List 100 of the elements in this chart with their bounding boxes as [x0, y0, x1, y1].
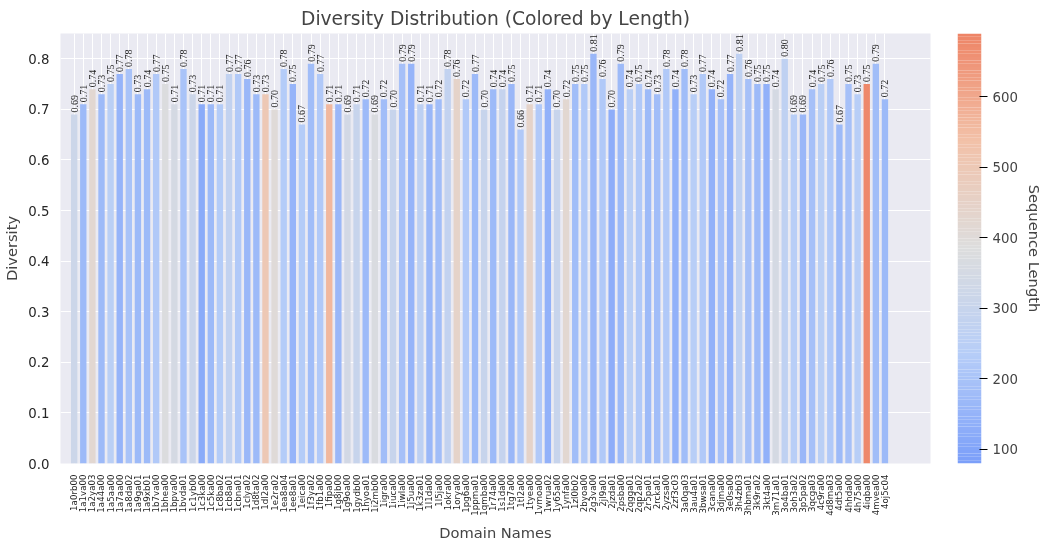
x-tick-label: 1vmoa00 — [533, 474, 544, 516]
data-label: 0.71 — [323, 84, 335, 103]
chart-title: Diversity Distribution (Colored by Length) — [301, 7, 690, 29]
x-tick-label: 1i2mb00 — [369, 474, 380, 513]
data-label: 0.77 — [114, 54, 126, 72]
data-label: 0.73 — [187, 74, 199, 93]
data-label: 0.73 — [651, 74, 663, 93]
x-tick-label: 1fb1a00 — [315, 474, 326, 511]
x-tick-label: 4c9ra00 — [816, 474, 827, 511]
x-tick-label: 1iwla00 — [397, 474, 408, 509]
data-label: 0.71 — [351, 84, 363, 103]
data-label: 0.74 — [542, 69, 554, 88]
x-tick-label: 4dt5a00 — [834, 474, 845, 511]
x-tick-label: 4mvea00 — [870, 474, 881, 516]
color-bar-label: 300 — [992, 301, 1018, 317]
x-tick-label: 1l1da00 — [424, 474, 435, 510]
x-tick-label: 1l5ja00 — [433, 474, 444, 507]
x-tick-label: 3cana00 — [706, 474, 717, 512]
x-tick-label: 1eica00 — [296, 474, 307, 509]
data-label: 0.74 — [141, 69, 153, 88]
x-tick-label: 2byoa00 — [579, 474, 590, 513]
data-label: 0.79 — [615, 44, 627, 62]
x-tick-label: 1s1da00 — [497, 474, 508, 512]
y-tick-label: 0.2 — [28, 355, 50, 371]
x-tick-label: 4d8ma03 — [825, 474, 836, 516]
x-tick-label: 4iqba00 — [861, 474, 872, 510]
data-label: 0.75 — [287, 64, 299, 83]
x-tick-label: 2psba00 — [615, 474, 626, 512]
data-label: 0.70 — [269, 89, 281, 108]
data-label: 0.74 — [496, 69, 508, 88]
x-tick-label: 1dl2a00 — [260, 474, 271, 510]
data-label: 0.74 — [806, 69, 818, 88]
data-label: 0.75 — [815, 64, 827, 83]
data-label: 0.74 — [86, 69, 98, 88]
data-label: 0.78 — [660, 49, 672, 67]
x-tick-label: 4oj5c04 — [879, 474, 890, 509]
data-label: 0.76 — [597, 59, 609, 78]
data-label: 0.69 — [369, 94, 381, 113]
x-tick-label: 1cbna01 — [233, 474, 244, 513]
x-tick-label: 1ppma01 — [470, 474, 480, 516]
x-tick-label: 1zl0b02 — [570, 474, 581, 509]
x-tick-label: 3bwsa01 — [697, 474, 708, 514]
x-tick-label: 1hyoa01 — [360, 474, 371, 513]
x-tick-label: 1fipa00 — [324, 474, 335, 508]
x-tick-label: 3au4a01 — [688, 474, 699, 513]
x-tick-label: 2r5pa01 — [643, 474, 654, 511]
data-label: 0.75 — [751, 64, 763, 83]
data-label: 0.74 — [624, 69, 636, 88]
data-label: 0.70 — [387, 89, 399, 108]
color-bar-label: 400 — [992, 230, 1018, 246]
data-label: 0.72 — [715, 79, 727, 98]
x-tick-label: 1b7va00 — [151, 474, 162, 513]
data-label: 0.67 — [296, 105, 308, 123]
x-tick-label: 1qmba00 — [479, 474, 490, 516]
data-label: 0.78 — [123, 49, 135, 67]
data-label: 0.75 — [105, 64, 117, 83]
data-label: 0.73 — [852, 74, 864, 93]
x-tick-label: 2rcka01 — [652, 474, 663, 510]
data-label: 0.71 — [423, 84, 435, 103]
data-label: 0.77 — [724, 54, 736, 72]
x-tick-label: 1j5ua00 — [406, 474, 417, 510]
data-label: 0.74 — [770, 69, 782, 88]
x-tick-label: 4h75a00 — [852, 474, 863, 513]
x-tick-label: 3hbma01 — [743, 474, 754, 516]
color-bar-title: Sequence Length — [1025, 184, 1043, 313]
data-label: 0.75 — [159, 64, 171, 83]
y-tick-label: 0.5 — [28, 203, 50, 219]
data-label: 0.71 — [524, 84, 536, 103]
y-tick-label: 0.6 — [28, 152, 50, 168]
x-tick-label: 3djma00 — [715, 474, 726, 513]
data-label: 0.78 — [442, 49, 454, 67]
x-tick-label: 3oh3a02 — [788, 474, 799, 513]
x-tick-label: 1a2ya03 — [87, 474, 98, 513]
x-tick-label: 1y65a00 — [551, 474, 562, 513]
x-tick-label: 3o4ba01 — [779, 474, 790, 513]
x-tick-label: 1a0rb00 — [69, 474, 80, 511]
data-label: 0.66 — [515, 110, 527, 128]
data-label: 0.73 — [95, 74, 107, 93]
data-label: 0.73 — [250, 74, 262, 93]
x-tick-label: 2qp2a02 — [633, 474, 644, 513]
data-label: 0.71 — [196, 84, 208, 103]
x-tick-label: 1ea8a04 — [278, 474, 289, 513]
data-label: 0.77 — [232, 54, 244, 72]
y-tick-label: 0.8 — [28, 51, 50, 67]
data-label: 0.77 — [697, 54, 709, 72]
x-tick-label: 3h4zb03 — [734, 474, 745, 513]
data-label: 0.75 — [861, 64, 873, 83]
data-label: 0.75 — [569, 64, 581, 83]
data-label: 0.77 — [469, 54, 481, 72]
data-label: 0.74 — [642, 69, 654, 88]
x-tick-label: 1a5aa00 — [105, 474, 116, 513]
data-label: 0.74 — [669, 69, 681, 88]
x-axis-title: Domain Names — [439, 523, 552, 541]
x-tick-label: 3p5pa02 — [797, 474, 808, 513]
x-tick-label: 1bhea00 — [160, 474, 171, 513]
data-label: 0.69 — [797, 94, 809, 113]
color-bar-label: 600 — [992, 89, 1018, 105]
data-label: 0.79 — [870, 44, 882, 62]
data-label: 0.73 — [688, 74, 700, 93]
x-tick-label: 3k9ra02 — [752, 474, 763, 511]
